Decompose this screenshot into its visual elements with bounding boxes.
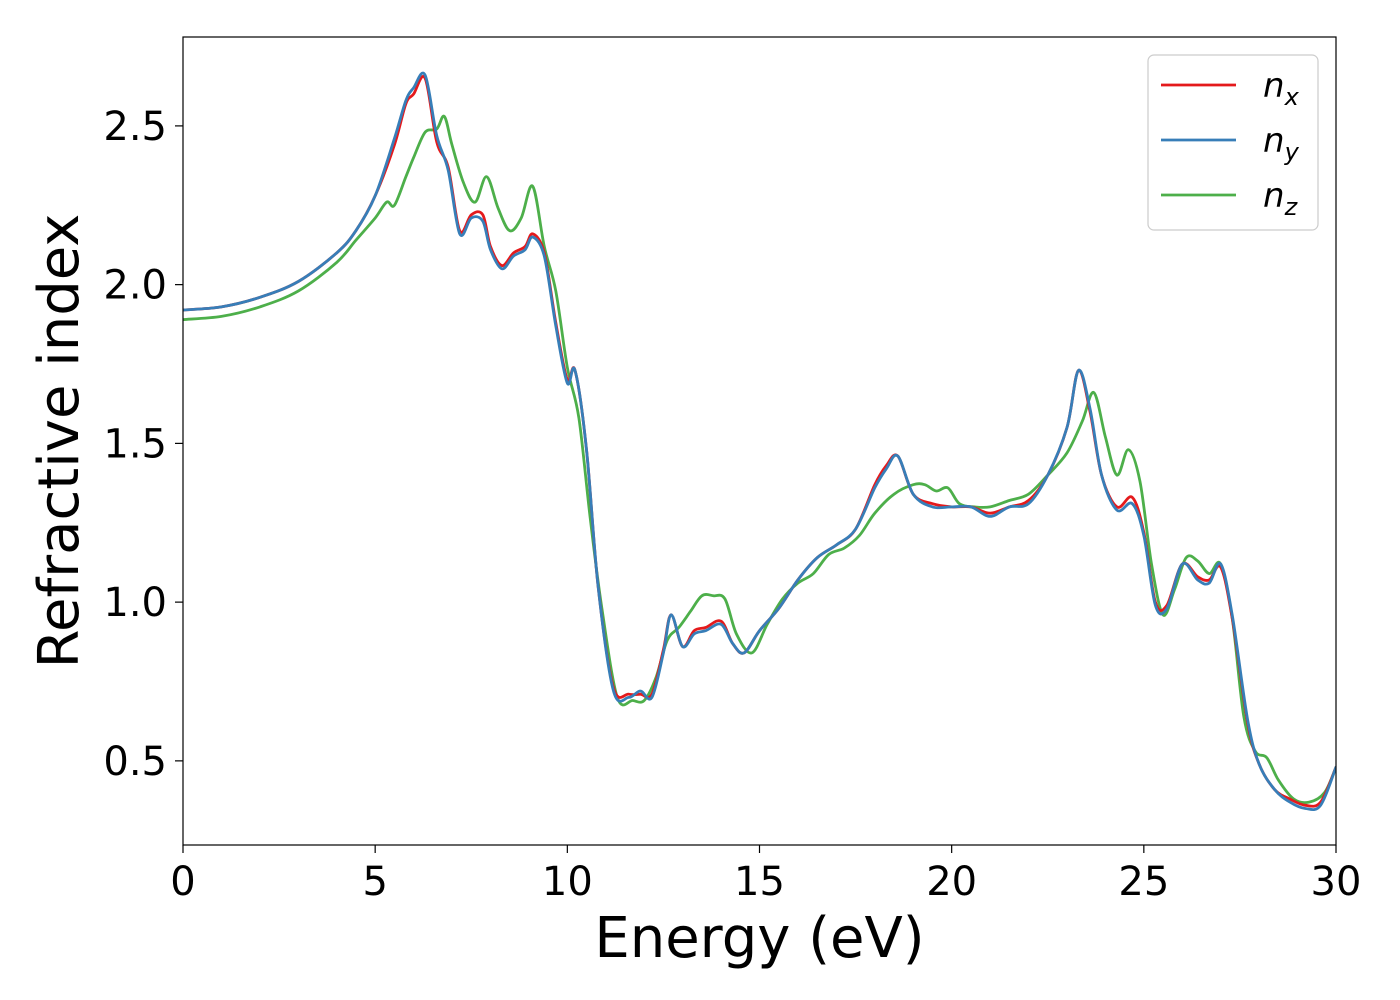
legend-label: ny bbox=[1263, 121, 1300, 166]
x-tick-label: 5 bbox=[362, 859, 387, 905]
y-axis-label: Refractive index bbox=[27, 214, 92, 669]
y-tick-label: 1.0 bbox=[103, 580, 167, 626]
x-tick-label: 10 bbox=[542, 859, 593, 905]
series-lines bbox=[183, 71, 1336, 812]
legend-label: nx bbox=[1263, 66, 1300, 111]
y-tick-label: 2.5 bbox=[103, 104, 167, 150]
x-axis-label: Energy (eV) bbox=[594, 906, 924, 971]
x-tick-label: 20 bbox=[926, 859, 977, 905]
y-tick-label: 0.5 bbox=[103, 739, 167, 785]
legend-label: nz bbox=[1263, 176, 1299, 221]
y-tick-label: 1.5 bbox=[103, 421, 167, 467]
x-axis-ticks: 0 5 10 15 20 25 30 bbox=[170, 845, 1361, 905]
series-line-ny bbox=[183, 71, 1336, 812]
x-tick-label: 15 bbox=[734, 859, 785, 905]
legend: nx ny nz bbox=[1147, 54, 1319, 231]
x-tick-label: 30 bbox=[1311, 859, 1362, 905]
legend-box bbox=[1147, 54, 1319, 231]
y-axis-ticks: 0.5 1.0 1.5 2.0 2.5 bbox=[103, 104, 183, 785]
x-tick-label: 25 bbox=[1118, 859, 1169, 905]
y-tick-label: 2.0 bbox=[103, 263, 167, 309]
x-tick-label: 0 bbox=[170, 859, 195, 905]
